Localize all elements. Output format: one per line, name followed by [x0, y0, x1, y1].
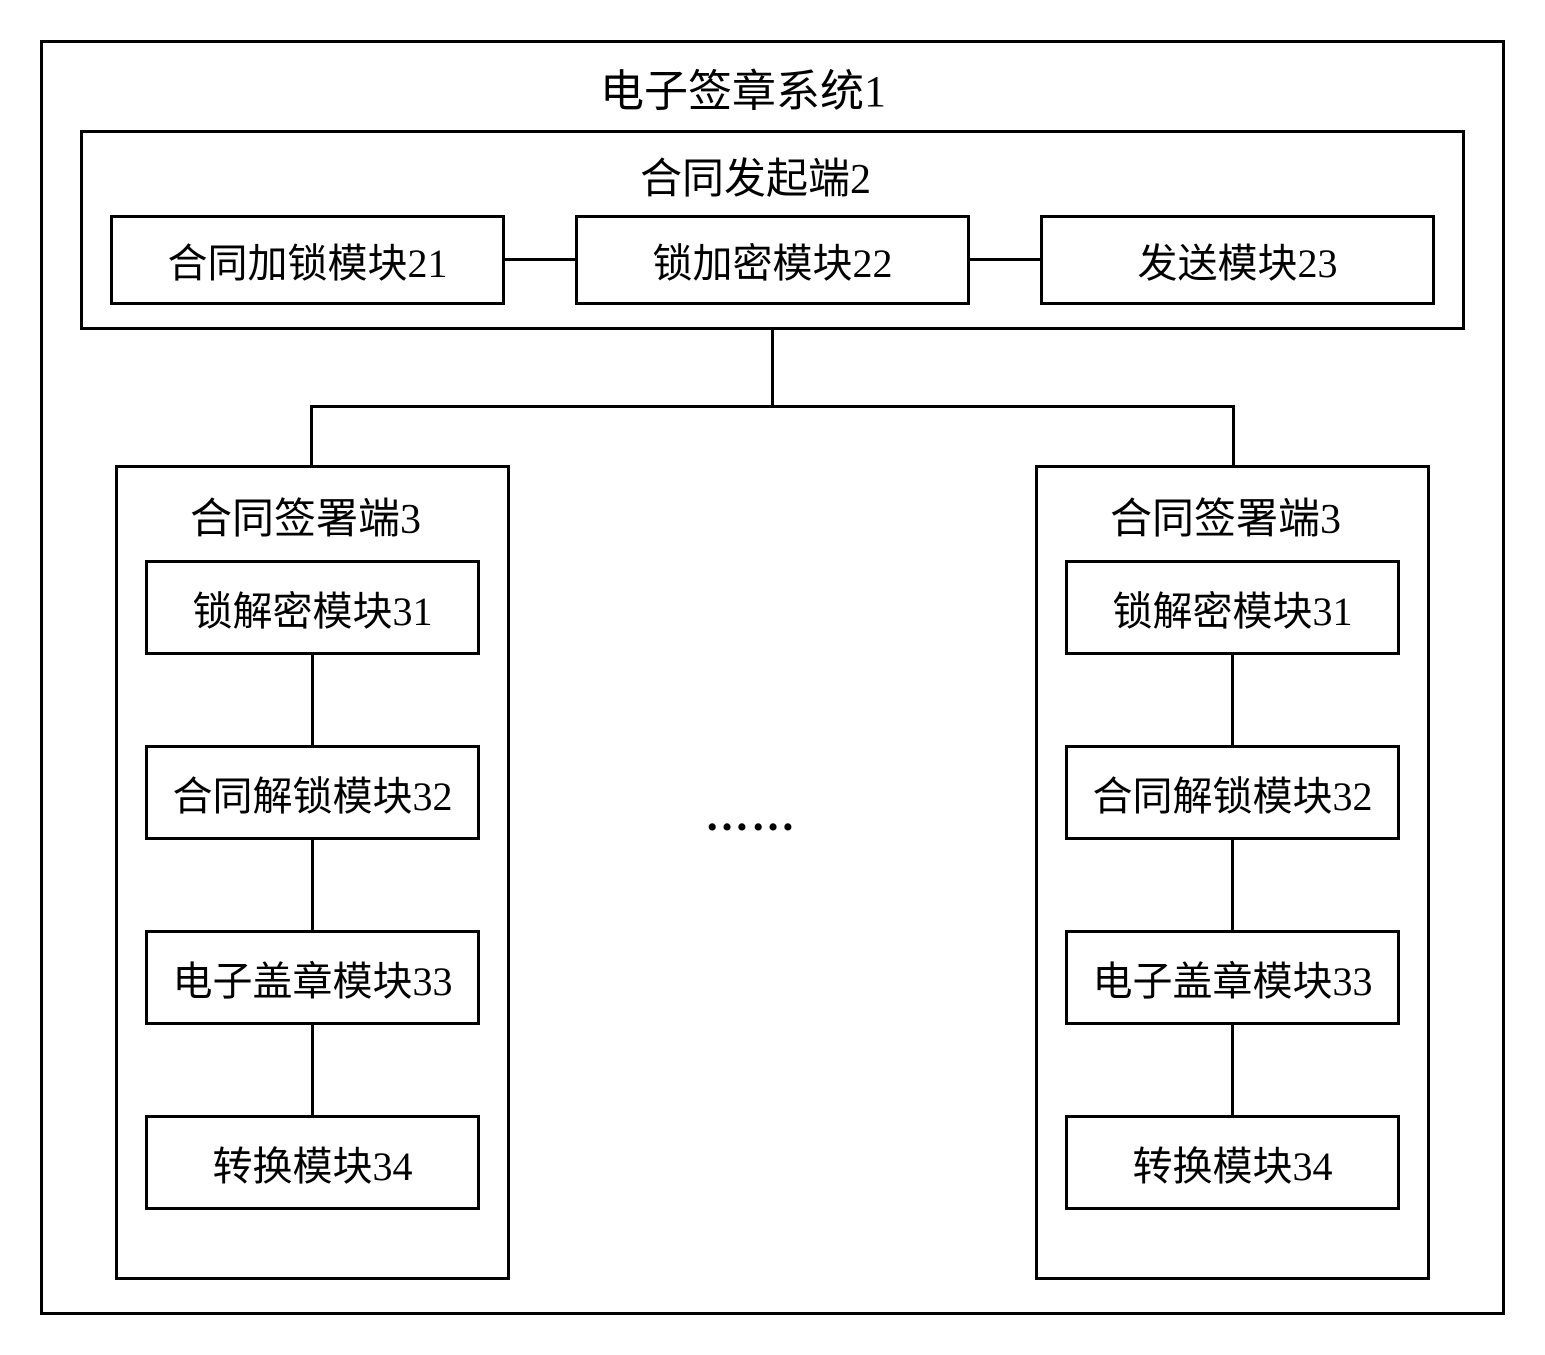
module-contract-lock: 合同加锁模块21	[110, 215, 505, 305]
module-label: 转换模块34	[1133, 1134, 1333, 1192]
connector	[970, 258, 1040, 261]
connector	[310, 405, 313, 465]
connector	[1231, 840, 1234, 930]
module-lock-decrypt: 锁解密模块31	[1065, 560, 1400, 655]
module-label: 电子盖章模块33	[1093, 949, 1373, 1007]
module-label: 电子盖章模块33	[173, 949, 453, 1007]
module-electronic-stamp: 电子盖章模块33	[145, 930, 480, 1025]
connector	[505, 258, 575, 261]
initiator-title: 合同发起端2	[640, 145, 871, 206]
connector	[311, 655, 314, 745]
module-contract-unlock: 合同解锁模块32	[1065, 745, 1400, 840]
module-lock-decrypt: 锁解密模块31	[145, 560, 480, 655]
module-label: 合同解锁模块32	[173, 764, 453, 822]
connector	[310, 405, 1235, 408]
module-label: 转换模块34	[213, 1134, 413, 1192]
signer-title-right: 合同签署端3	[1110, 485, 1341, 546]
connector	[1232, 405, 1235, 465]
connector	[311, 840, 314, 930]
connector	[311, 1025, 314, 1115]
connector	[771, 330, 774, 405]
module-electronic-stamp: 电子盖章模块33	[1065, 930, 1400, 1025]
module-label: 锁解密模块31	[1113, 579, 1353, 637]
module-label: 合同解锁模块32	[1093, 764, 1373, 822]
module-label: 发送模块23	[1138, 231, 1338, 289]
system-title: 电子签章系统1	[600, 55, 886, 119]
module-label: 锁加密模块22	[653, 231, 893, 289]
module-contract-unlock: 合同解锁模块32	[145, 745, 480, 840]
module-label: 合同加锁模块21	[168, 231, 448, 289]
module-label: 锁解密模块31	[193, 579, 433, 637]
module-send: 发送模块23	[1040, 215, 1435, 305]
ellipsis: ……	[705, 790, 797, 841]
module-convert: 转换模块34	[145, 1115, 480, 1210]
module-lock-encrypt: 锁加密模块22	[575, 215, 970, 305]
connector	[1231, 655, 1234, 745]
signer-title-left: 合同签署端3	[190, 485, 421, 546]
diagram-canvas: 电子签章系统1 合同发起端2 合同加锁模块21 锁加密模块22 发送模块23 合…	[0, 0, 1545, 1355]
module-convert: 转换模块34	[1065, 1115, 1400, 1210]
connector	[1231, 1025, 1234, 1115]
